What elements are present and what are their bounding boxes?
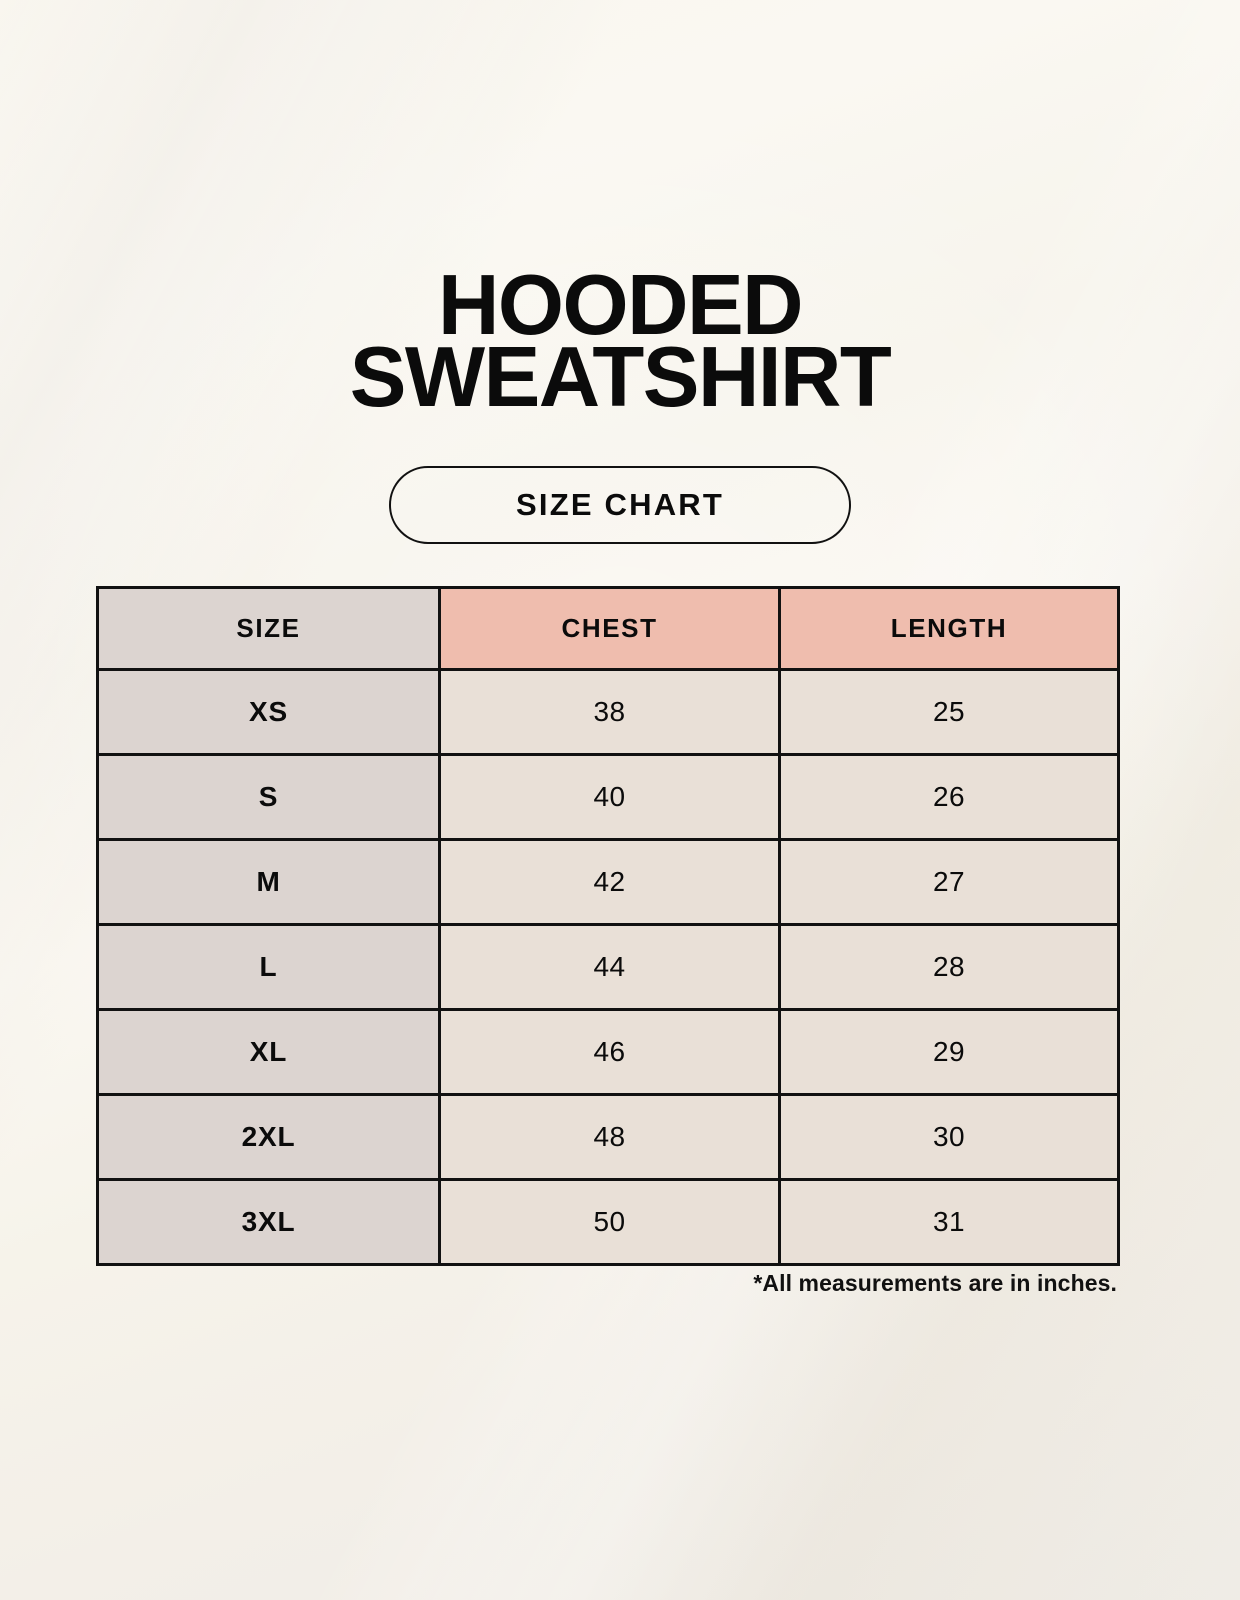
cell-chest: 40 <box>438 753 781 841</box>
cell-size: 2XL <box>96 1093 441 1181</box>
cell-length: 25 <box>778 668 1120 756</box>
cell-length: 31 <box>778 1178 1120 1266</box>
column-header-length: LENGTH <box>778 586 1120 671</box>
cell-length: 28 <box>778 923 1120 1011</box>
column-header-size: SIZE <box>96 586 441 671</box>
size-table: SIZE CHEST LENGTH XS 38 25 S 40 26 M <box>96 586 1120 1266</box>
cell-chest: 48 <box>438 1093 781 1181</box>
size-chart-badge: SIZE CHART <box>389 466 851 544</box>
column-header-chest: CHEST <box>438 586 781 671</box>
cell-size: M <box>96 838 441 926</box>
cell-length: 30 <box>778 1093 1120 1181</box>
cell-size: XS <box>96 668 441 756</box>
cell-size: 3XL <box>96 1178 441 1266</box>
page-title-line-2: SWEATSHIRT <box>349 330 892 425</box>
size-table-container: SIZE CHEST LENGTH XS 38 25 S 40 26 M <box>96 586 1120 1266</box>
cell-length: 26 <box>778 753 1120 841</box>
cell-chest: 46 <box>438 1008 781 1096</box>
cell-chest: 38 <box>438 668 781 756</box>
page-title: HOODED SWEATSHIRT <box>0 263 1240 425</box>
table-row: S 40 26 <box>96 753 1120 841</box>
table-row: 2XL 48 30 <box>96 1093 1120 1181</box>
table-row: M 42 27 <box>96 838 1120 926</box>
size-table-body: XS 38 25 S 40 26 M 42 27 L 44 28 <box>96 668 1120 1266</box>
cell-chest: 42 <box>438 838 781 926</box>
cell-chest: 50 <box>438 1178 781 1266</box>
table-row: L 44 28 <box>96 923 1120 1011</box>
size-chart-badge-label: SIZE CHART <box>516 487 724 522</box>
size-table-head: SIZE CHEST LENGTH <box>96 586 1120 671</box>
cell-length: 27 <box>778 838 1120 926</box>
table-row: XS 38 25 <box>96 668 1120 756</box>
table-row: XL 46 29 <box>96 1008 1120 1096</box>
cell-size: XL <box>96 1008 441 1096</box>
cell-size: L <box>96 923 441 1011</box>
cell-length: 29 <box>778 1008 1120 1096</box>
cell-chest: 44 <box>438 923 781 1011</box>
measurement-units-footnote: *All measurements are in inches. <box>753 1270 1117 1296</box>
table-row: 3XL 50 31 <box>96 1178 1120 1266</box>
table-header-row: SIZE CHEST LENGTH <box>96 586 1120 671</box>
cell-size: S <box>96 753 441 841</box>
